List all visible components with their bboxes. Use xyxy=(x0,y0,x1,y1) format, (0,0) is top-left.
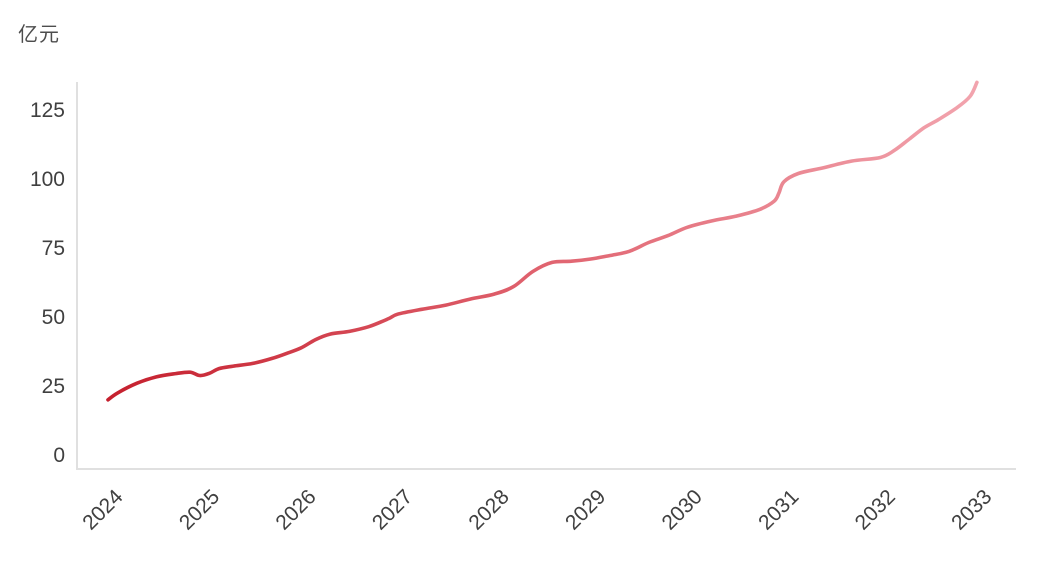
x-tick-label: 2033 xyxy=(947,485,996,534)
x-tick-label: 2025 xyxy=(175,485,224,534)
forecast-trend-line xyxy=(106,80,979,402)
x-tick-label: 2024 xyxy=(78,485,128,535)
x-tick-label: 2026 xyxy=(271,485,320,534)
y-tick-label: 25 xyxy=(42,375,65,398)
x-tick-label: 2032 xyxy=(851,485,900,534)
y-tick-label: 100 xyxy=(30,168,65,191)
x-tick-label: 2031 xyxy=(754,485,803,534)
x-tick-label: 2029 xyxy=(561,485,610,534)
y-tick-label: 50 xyxy=(42,306,65,329)
x-tick-label: 2028 xyxy=(464,485,513,534)
x-tick-label: 2027 xyxy=(368,485,417,534)
y-tick-label: 125 xyxy=(30,99,65,122)
y-axis-unit-label: 亿元 xyxy=(18,24,60,46)
y-tick-label: 0 xyxy=(53,444,65,467)
x-tick-label: 2030 xyxy=(658,485,707,534)
y-tick-label: 75 xyxy=(42,237,65,260)
